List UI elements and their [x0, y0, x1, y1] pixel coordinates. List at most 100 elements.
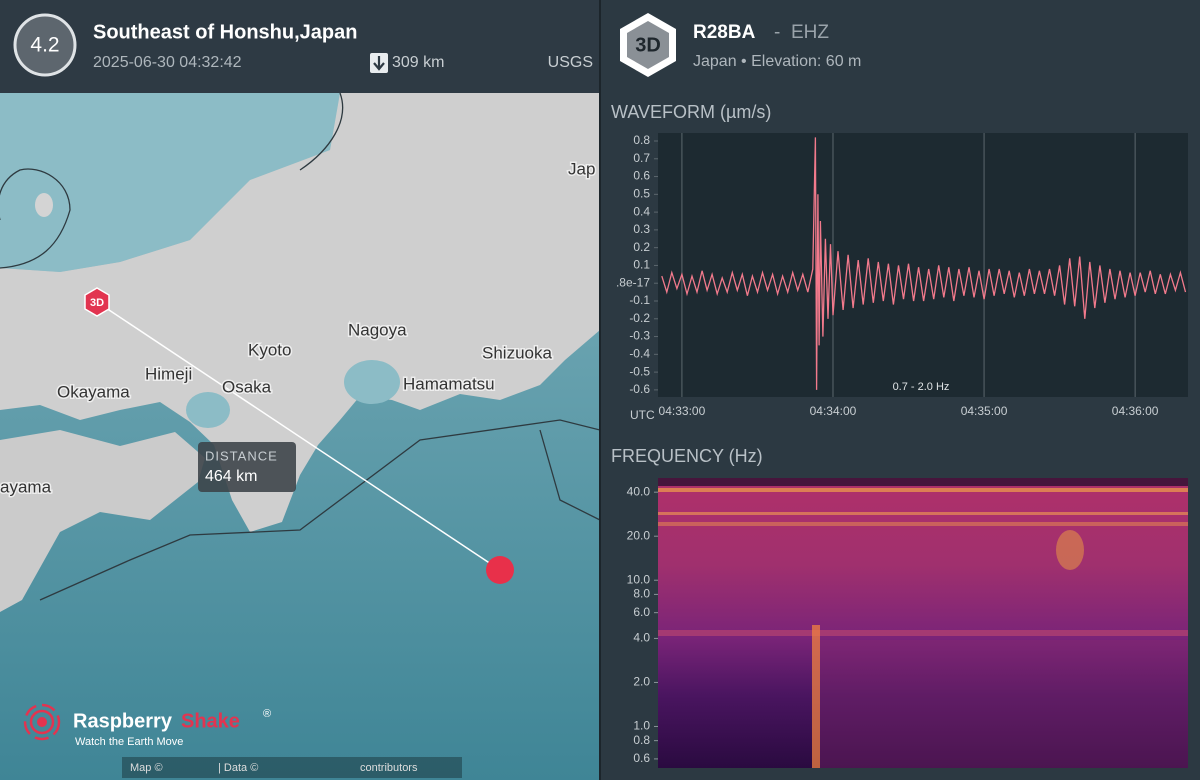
- magnitude: 4.2: [30, 34, 59, 57]
- y-tick-label: 0.1: [633, 258, 650, 272]
- waveform-line: [661, 137, 1187, 390]
- map-label: Jap: [568, 159, 595, 178]
- map-label: Himeji: [145, 364, 192, 383]
- y-tick-label: 20.0: [627, 528, 651, 542]
- boundary: [539, 429, 600, 521]
- y-tick-label: 0.4: [633, 204, 650, 218]
- station-location: Japan • Elevation: 60 m: [693, 53, 861, 70]
- magnitude-badge: [13, 13, 77, 77]
- event-source: USGS: [548, 54, 593, 71]
- station-marker[interactable]: [84, 287, 110, 317]
- waveform-plot: [658, 133, 1188, 397]
- map-label: Nagoya: [348, 320, 407, 339]
- y-tick-label: 0.8: [633, 733, 650, 747]
- y-tick-label: -0.5: [629, 364, 650, 378]
- separator: -: [774, 22, 780, 43]
- logo-name: Raspberry: [73, 710, 173, 732]
- distance-line: [96, 301, 501, 571]
- band: [658, 488, 1188, 492]
- x-axis-label: UTC: [630, 408, 655, 422]
- ise-bay: [344, 360, 400, 404]
- y-tick-label: -0.4: [629, 347, 650, 361]
- depth-arrow: [373, 56, 385, 71]
- logo-name: Shake: [181, 710, 240, 732]
- attribution-bar: [122, 757, 462, 778]
- y-tick-label: 0.6: [633, 169, 650, 183]
- spectrogram: [658, 478, 1188, 768]
- y-tick-label: 2.0: [633, 675, 650, 689]
- y-tick-label: 0.3: [633, 222, 650, 236]
- island: [35, 193, 53, 217]
- event-depth: 309 km: [392, 54, 444, 71]
- hotspot: [1056, 530, 1084, 570]
- band: [658, 630, 1188, 636]
- map-label: ayama: [0, 477, 52, 496]
- filter-annotation: 0.7 - 2.0 Hz: [893, 381, 950, 393]
- y-tick-label: 0.6: [633, 751, 650, 765]
- map-label: Okayama: [57, 382, 130, 401]
- coda: [820, 640, 1188, 768]
- y-tick-label: 4.0: [633, 631, 650, 645]
- logo-mark: ®: [263, 708, 271, 720]
- waveform-grid: 04:33:00 04:34:00 04:35:00 04:36:00 0.8 0.7 0.…: [616, 133, 1159, 418]
- spectrogram-ticks: 40.0 20.0 10.08.0 6.0 4.0 2.0 1.00.8 0.6: [627, 484, 658, 765]
- attribution: | Data ©: [218, 762, 258, 774]
- event-header: [0, 0, 600, 93]
- x-tick-label: 04:36:00: [1112, 404, 1159, 418]
- map-label: Shizuoka: [482, 343, 552, 362]
- logo-tagline: Watch the Earth Move: [75, 736, 183, 748]
- epicenter[interactable]: [486, 556, 514, 584]
- channel: EHZ: [791, 22, 829, 43]
- y-tick-label: 1.0: [633, 719, 650, 733]
- x-tick-label: 04:35:00: [961, 404, 1008, 418]
- distance-label: DISTANCE: [205, 448, 278, 463]
- event-title: Southeast of Honshu,Japan: [93, 21, 357, 43]
- waveform-line-group: [661, 137, 1187, 390]
- station-code: R28BA: [693, 22, 756, 43]
- spectrogram-field: [658, 478, 1188, 768]
- distance-value: 464 km: [205, 468, 257, 485]
- y-tick-label: 0.2: [633, 240, 650, 254]
- boundary: [299, 93, 344, 171]
- boundary: [0, 168, 71, 269]
- land-shikoku: [0, 430, 205, 612]
- y-tick-label: .8e-17: [616, 275, 650, 289]
- y-tick-label: 10.0: [627, 572, 651, 586]
- station-badge-label: 3D: [635, 34, 661, 56]
- y-tick-label: 0.5: [633, 187, 650, 201]
- y-tick-label: -0.2: [629, 311, 650, 325]
- y-tick-label: -0.6: [629, 382, 650, 396]
- land-honshu: [0, 93, 600, 532]
- band: [658, 478, 1188, 486]
- sea-of-japan: [0, 93, 340, 272]
- band: [658, 512, 1188, 515]
- event-band: [812, 625, 820, 768]
- x-tick-label: 04:34:00: [810, 404, 857, 418]
- distance-box: [198, 442, 296, 492]
- filter-box: [882, 379, 960, 395]
- y-tick-label: 0.8: [633, 133, 650, 147]
- station-badge-inner: [627, 21, 669, 69]
- station-marker-label: 3D: [90, 297, 104, 309]
- y-tick-label: 8.0: [633, 587, 650, 601]
- band: [658, 522, 1188, 526]
- event-time: 2025-06-30 04:32:42: [93, 54, 242, 71]
- logo: Raspberry Shake ® Watch the Earth Move: [23, 703, 271, 748]
- y-tick-label: 40.0: [627, 484, 651, 498]
- y-tick-label: -0.3: [629, 329, 650, 343]
- spectrogram-title: FREQUENCY (Hz): [611, 446, 763, 466]
- map-label: Hamamatsu: [403, 374, 495, 393]
- x-tick-label: 04:33:00: [659, 404, 706, 418]
- waveform-title: WAVEFORM (µm/s): [611, 102, 771, 122]
- y-tick-label: 6.0: [633, 605, 650, 619]
- attribution: contributors: [360, 762, 418, 774]
- map-label: Kyoto: [248, 340, 291, 359]
- y-tick-label: 0.7: [633, 151, 650, 165]
- map: 3D Kyoto Nagoya Shizuoka Okayama Himeji …: [0, 93, 600, 780]
- attribution: Map ©: [130, 762, 163, 774]
- y-tick-label: -0.1: [629, 293, 650, 307]
- osaka-bay: [186, 392, 230, 428]
- map-label: Osaka: [222, 377, 272, 396]
- boundary: [39, 419, 600, 601]
